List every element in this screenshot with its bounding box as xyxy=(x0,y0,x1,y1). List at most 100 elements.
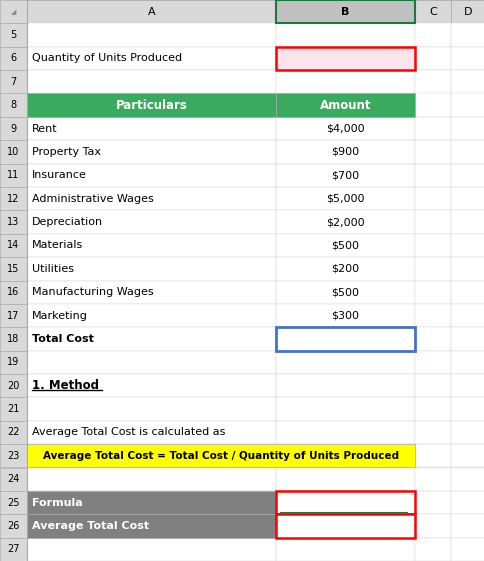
Text: $300: $300 xyxy=(331,311,359,320)
Bar xyxy=(27,187,276,210)
Text: 6: 6 xyxy=(10,53,16,63)
Bar xyxy=(276,351,414,374)
Text: $500: $500 xyxy=(331,287,359,297)
Bar xyxy=(0,444,27,467)
Bar xyxy=(450,234,484,257)
Text: Particulars: Particulars xyxy=(115,99,187,112)
Bar xyxy=(0,234,27,257)
Bar xyxy=(276,94,414,117)
Bar xyxy=(450,0,484,24)
Bar xyxy=(414,397,450,421)
Bar xyxy=(0,0,484,24)
Bar xyxy=(27,0,276,24)
Text: $700: $700 xyxy=(331,171,359,180)
Bar xyxy=(414,47,450,70)
Bar xyxy=(414,0,450,24)
Bar xyxy=(0,210,27,234)
Bar xyxy=(450,94,484,117)
Bar xyxy=(27,70,276,94)
Text: Property Tax: Property Tax xyxy=(31,147,100,157)
Bar xyxy=(450,351,484,374)
Bar xyxy=(0,467,27,491)
Text: 25: 25 xyxy=(7,498,19,508)
Bar xyxy=(450,140,484,164)
Text: D: D xyxy=(463,7,471,17)
Bar xyxy=(27,467,276,491)
Text: Average Total Cost: Average Total Cost xyxy=(31,521,148,531)
Text: Amount: Amount xyxy=(319,99,371,112)
Bar xyxy=(276,467,414,491)
Bar xyxy=(450,444,484,467)
Bar xyxy=(414,280,450,304)
Text: 12: 12 xyxy=(7,194,19,204)
Text: Administrative Wages: Administrative Wages xyxy=(31,194,153,204)
Bar xyxy=(0,514,27,537)
Bar xyxy=(27,514,276,537)
Text: 17: 17 xyxy=(7,311,19,320)
Text: Rent: Rent xyxy=(31,123,57,134)
Bar xyxy=(276,47,414,70)
Bar xyxy=(276,94,414,117)
Text: 8: 8 xyxy=(10,100,16,110)
Text: B6: B6 xyxy=(318,498,335,508)
Bar xyxy=(276,164,414,187)
Bar xyxy=(0,280,27,304)
Text: 18: 18 xyxy=(7,334,19,344)
Text: 20,000: 20,000 xyxy=(326,53,364,63)
Text: A: A xyxy=(148,7,155,17)
Bar xyxy=(450,24,484,47)
Bar xyxy=(27,327,276,351)
Bar xyxy=(450,491,484,514)
Bar xyxy=(276,514,414,537)
Bar xyxy=(0,304,27,327)
Text: Manufacturing Wages: Manufacturing Wages xyxy=(31,287,153,297)
Text: 7: 7 xyxy=(10,77,16,87)
Bar xyxy=(276,47,414,70)
Bar xyxy=(414,444,450,467)
Bar xyxy=(414,421,450,444)
Text: 23: 23 xyxy=(7,451,19,461)
Bar xyxy=(27,374,276,397)
Bar xyxy=(27,421,276,444)
Bar xyxy=(450,187,484,210)
Bar xyxy=(450,117,484,140)
Bar xyxy=(0,397,27,421)
Bar xyxy=(27,537,276,561)
Bar xyxy=(414,351,450,374)
Bar xyxy=(27,444,276,467)
Bar xyxy=(0,421,27,444)
Bar xyxy=(0,351,27,374)
Bar xyxy=(450,304,484,327)
Bar xyxy=(0,327,27,351)
Bar xyxy=(0,257,27,280)
Bar xyxy=(27,140,276,164)
Bar xyxy=(414,70,450,94)
Text: Materials: Materials xyxy=(31,241,83,250)
Bar xyxy=(450,164,484,187)
Bar xyxy=(276,117,414,140)
Bar xyxy=(276,374,414,397)
Text: $4,000: $4,000 xyxy=(326,123,364,134)
Bar xyxy=(27,164,276,187)
Bar xyxy=(27,117,276,140)
Bar xyxy=(414,187,450,210)
Text: Quantity of Units Produced: Quantity of Units Produced xyxy=(31,53,182,63)
Bar xyxy=(414,164,450,187)
Bar xyxy=(276,444,414,467)
Bar xyxy=(27,94,276,117)
Bar xyxy=(27,94,276,117)
Bar xyxy=(450,397,484,421)
Bar xyxy=(276,257,414,280)
Bar xyxy=(276,514,414,537)
Bar xyxy=(414,491,450,514)
Bar xyxy=(276,280,414,304)
Bar xyxy=(27,210,276,234)
Text: $200: $200 xyxy=(331,264,359,274)
Bar xyxy=(450,514,484,537)
Bar xyxy=(414,327,450,351)
Text: 21: 21 xyxy=(7,404,19,414)
Text: $14,100: $14,100 xyxy=(319,334,370,344)
Bar xyxy=(276,304,414,327)
Text: Utilities: Utilities xyxy=(31,264,74,274)
Bar xyxy=(276,70,414,94)
